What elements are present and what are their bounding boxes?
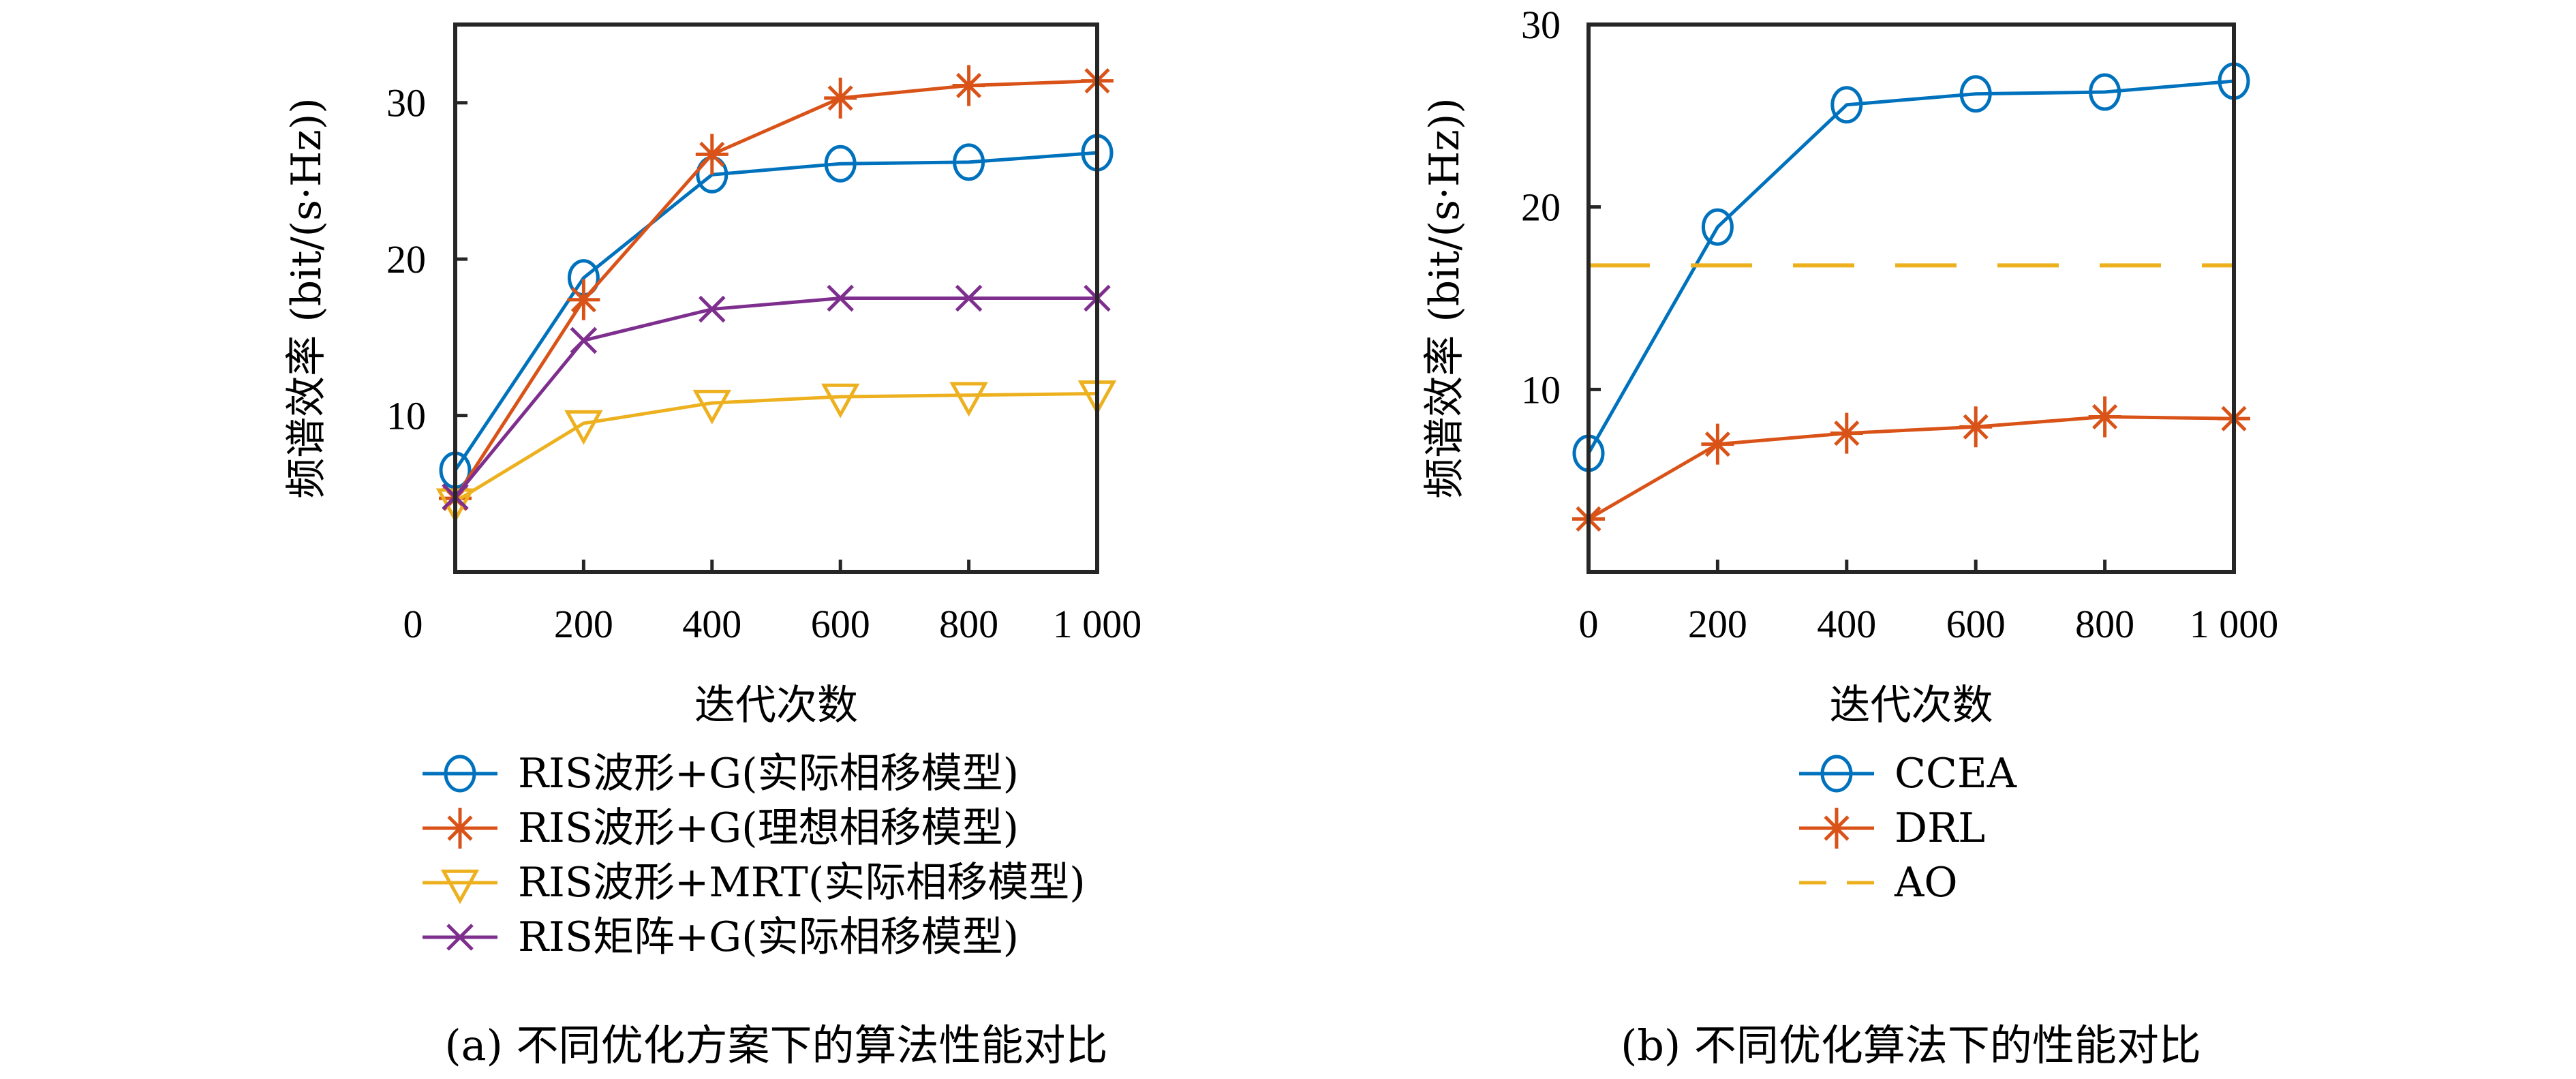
axes-frame [1586, 22, 2236, 574]
y-tick-label: 10 [1521, 367, 1561, 412]
legend-item: CCEA [1799, 750, 2017, 797]
legend-item: RIS波形+MRT(实际相移模型) [423, 859, 1086, 907]
legend-marker [444, 808, 476, 849]
data-point [824, 77, 857, 119]
y-tick-label: 20 [1521, 185, 1561, 230]
x-tick-label: 800 [2075, 602, 2134, 646]
data-point [1959, 406, 1993, 448]
marker-stroke [1963, 414, 1989, 440]
legend-label: CCEA [1895, 750, 2017, 797]
figure-caption: (a) 不同优化方案下的算法性能对比 [444, 1020, 1107, 1070]
x-axis-label: 迭代次数 [1830, 682, 1993, 729]
legend: RIS波形+G(实际相移模型) RIS波形+G(理想相移模型) RIS波形+MRT(… [423, 750, 1086, 961]
data-point [2089, 73, 2121, 111]
axes-frame [453, 22, 1099, 574]
data-point [1830, 412, 1863, 454]
marker-stroke [827, 85, 853, 111]
data-point [821, 383, 860, 419]
legend-item: RIS波形+G(实际相移模型) [423, 750, 1019, 797]
data-point [570, 326, 598, 354]
legend-label: RIS波形+MRT(实际相移模型) [518, 859, 1086, 907]
series-line-RIS矩阵+G(实际相移模型) [454, 297, 1097, 498]
data-point [1701, 208, 1734, 246]
x-tick-label: 1 000 [2190, 602, 2279, 646]
x-tick-label: 600 [811, 602, 870, 646]
x-axis-label: 迭代次数 [694, 682, 858, 729]
plot-area [435, 60, 1117, 523]
legend-marker [1820, 755, 1853, 793]
marker-stroke [570, 326, 598, 354]
x-tick-label: 1 000 [1053, 602, 1142, 646]
data-point [1701, 423, 1734, 465]
marker-stroke [1824, 815, 1850, 841]
legend-item: DRL [1799, 804, 1985, 852]
data-point [695, 134, 729, 175]
data-point [824, 145, 857, 183]
legend-marker [444, 755, 476, 793]
marker-stroke [956, 72, 982, 99]
legend-marker [440, 869, 480, 905]
marker-stroke [447, 815, 473, 841]
data-point [567, 279, 600, 320]
data-point [949, 382, 988, 417]
data-point [2088, 396, 2121, 438]
series-line-RIS波形+G(理想相移模型) [453, 79, 1098, 500]
panel-b: 10 20 30 0 200 400 600 800 1 000 迭代次数 频谱效率 (bit/(s… [1421, 3, 2278, 1070]
marker-stroke [570, 287, 596, 313]
data-point [1959, 75, 1992, 113]
legend-item: RIS波形+G(理想相移模型) [423, 804, 1019, 852]
y-tick-label: 30 [386, 81, 426, 125]
x-tick-label: 0 [1579, 602, 1599, 646]
x-tick-label: 400 [682, 602, 741, 646]
data-point [955, 284, 983, 312]
x-tick-label: 800 [939, 602, 998, 646]
marker-stroke [446, 924, 474, 951]
x-tick-label: 200 [1688, 602, 1747, 646]
marker-stroke [827, 284, 854, 312]
series-line-RIS波形+G(实际相移模型) [453, 151, 1098, 472]
marker-stroke [2092, 404, 2118, 430]
x-tick-label: 400 [1817, 602, 1876, 646]
data-point [953, 143, 985, 181]
series-line-DRL [1587, 414, 2235, 521]
x-tick-label: 600 [1946, 602, 2006, 646]
x-tick-label: 0 [403, 602, 423, 646]
marker-stroke [955, 284, 983, 312]
legend-label: DRL [1895, 804, 1985, 852]
y-axis-label: 频谱效率 (bit/(s·Hz)) [283, 97, 331, 498]
plot-area [1572, 62, 2250, 540]
legend-label: AO [1894, 859, 1958, 907]
legend-item: RIS矩阵+G(实际相移模型) [423, 913, 1019, 961]
legend-label: RIS波形+G(实际相移模型) [518, 750, 1019, 797]
legend: CCEA DRL AO [1799, 750, 2017, 907]
data-point [827, 284, 854, 312]
marker-stroke [699, 141, 725, 167]
legend-marker [1820, 808, 1853, 849]
y-axis-label: 频谱效率 (bit/(s·Hz)) [1421, 97, 1469, 498]
data-point [564, 410, 603, 445]
legend-marker [446, 924, 474, 951]
y-tick-label: 30 [1521, 3, 1561, 47]
marker-stroke [1704, 431, 1730, 457]
figure-caption: (b) 不同优化算法下的性能对比 [1621, 1020, 2201, 1070]
data-point [952, 65, 985, 106]
y-tick-label: 20 [386, 237, 426, 282]
x-tick-label: 200 [554, 602, 613, 646]
legend-label: RIS矩阵+G(实际相移模型) [518, 913, 1019, 961]
data-point [692, 389, 732, 425]
legend-item: AO [1799, 859, 1958, 907]
y-tick-label: 10 [386, 394, 426, 438]
series-line-RIS波形+MRT(实际相移模型) [454, 391, 1098, 503]
marker-stroke [699, 295, 726, 323]
panel-a: 10 20 30 0 200 400 600 800 1 000 迭代次数 频谱效率 (bit/(s… [283, 22, 1142, 1070]
marker-stroke [1834, 421, 1860, 446]
legend-label: RIS波形+G(理想相移模型) [518, 804, 1019, 852]
data-point [1830, 86, 1863, 124]
data-point [699, 295, 726, 323]
